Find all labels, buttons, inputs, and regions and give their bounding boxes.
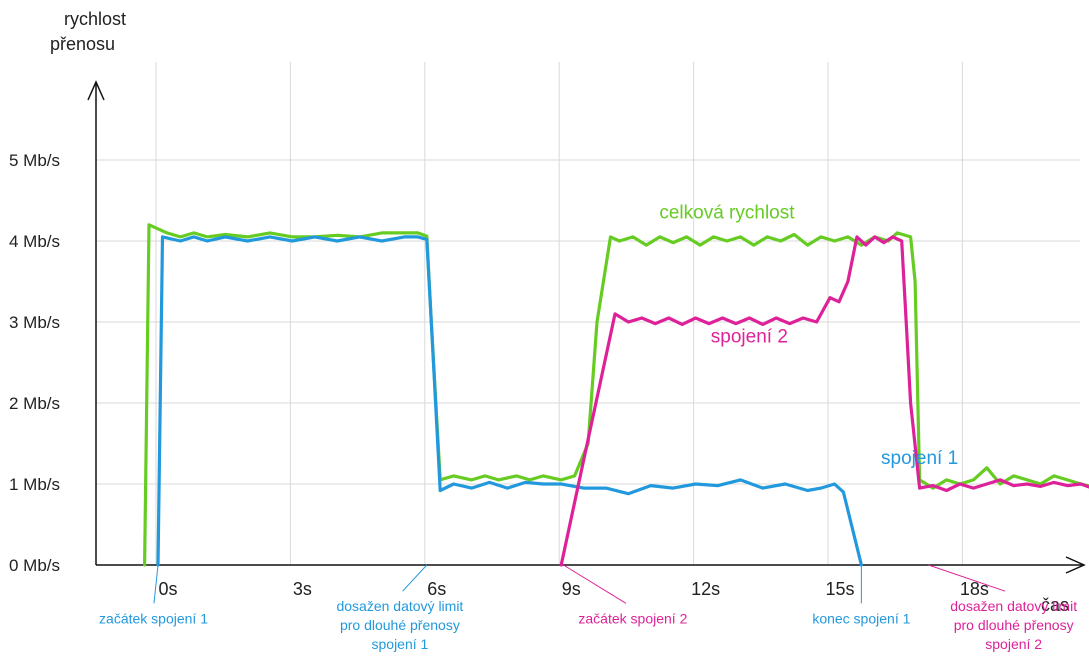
- y-axis-label-line-2: přenosu: [50, 34, 115, 54]
- x-tick-label: 15s: [825, 579, 854, 599]
- annotation-text: dosažen datový limit pro dlouhé přenosy sp…: [336, 598, 463, 652]
- series-lines: [143, 223, 1089, 567]
- series-label: spojení 1: [881, 448, 958, 469]
- y-tick-label: 4 Mb/s: [9, 232, 60, 251]
- y-axis-label: rychlost přenosu: [50, 9, 131, 54]
- annotation-line: začátek spojení 2: [578, 610, 687, 626]
- x-axis-label: čas: [1041, 595, 1069, 615]
- series-label: celková rychlost: [659, 202, 795, 223]
- grid: [96, 62, 1080, 565]
- annotation-line: konec spojení 1: [812, 610, 910, 626]
- y-tick-labels: 0 Mb/s 1 Mb/s 2 Mb/s 3 Mb/s 4 Mb/s 5 Mb/s: [9, 151, 60, 575]
- annotation-line: dosažen datový limit: [950, 598, 1077, 614]
- series-line: [143, 223, 1089, 567]
- y-axis-label-line-1: rychlost: [64, 9, 126, 29]
- series-labels: celková rychlost spojení 2 spojení 1: [659, 202, 958, 468]
- annotation-leader: [153, 564, 159, 604]
- annotation-text: začátek spojení 1: [99, 610, 208, 626]
- y-tick-label: 1 Mb/s: [9, 475, 60, 494]
- annotation-line: pro dlouhé přenosy: [954, 617, 1074, 633]
- x-tick-label: 0s: [158, 579, 177, 599]
- annotation-text: začátek spojení 2: [578, 610, 687, 626]
- x-tick-labels: 0s 3s 6s 9s 12s 15s 18s: [158, 579, 988, 599]
- annotation-line: dosažen datový limit: [336, 598, 463, 614]
- x-tick-label: 3s: [293, 579, 312, 599]
- x-tick-label: 12s: [691, 579, 720, 599]
- series-label: spojení 2: [711, 326, 788, 347]
- annotation-leader: [402, 564, 428, 592]
- x-tick-label: 9s: [562, 579, 581, 599]
- y-tick-label: 3 Mb/s: [9, 313, 60, 332]
- annotation-leader: [928, 564, 1006, 592]
- annotation-line: začátek spojení 1: [99, 610, 208, 626]
- annotation-line: pro dlouhé přenosy: [340, 617, 460, 633]
- y-tick-label: 0 Mb/s: [9, 556, 60, 575]
- x-axis-arrow: [1065, 556, 1086, 574]
- x-tick-label: 18s: [960, 579, 989, 599]
- annotation-line: spojení 2: [985, 636, 1042, 652]
- y-tick-label: 2 Mb/s: [9, 394, 60, 413]
- series-line: [559, 235, 1089, 567]
- x-tick-label: 6s: [427, 579, 446, 599]
- series-line: [156, 235, 864, 567]
- y-axis-arrow: [87, 80, 105, 101]
- annotation-leader: [563, 564, 627, 604]
- annotations: začátek spojení 1 dosažen datový limit pro…: [99, 564, 1077, 652]
- annotation-text: dosažen datový limit pro dlouhé přenosy sp…: [950, 598, 1077, 652]
- y-tick-label: 5 Mb/s: [9, 151, 60, 170]
- annotation-text: konec spojení 1: [812, 610, 910, 626]
- axes: [87, 80, 1086, 574]
- annotation-line: spojení 1: [372, 636, 429, 652]
